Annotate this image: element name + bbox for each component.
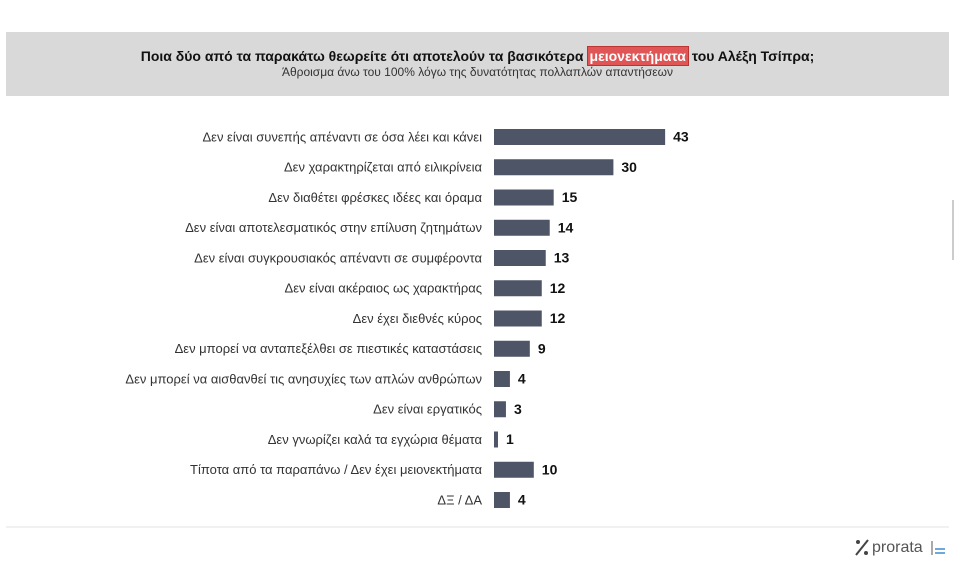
category-label: Δεν είναι συνεπής απέναντι σε όσα λέει κ…: [202, 129, 482, 144]
logo-icon: [855, 539, 869, 556]
value-label: 10: [542, 461, 558, 477]
logo-text: prorata: [872, 539, 923, 556]
bar: [494, 219, 550, 236]
value-label: 43: [673, 129, 689, 145]
value-label: 15: [562, 189, 578, 205]
logo: prorata: [855, 539, 945, 556]
bar: [494, 159, 614, 176]
value-label: 9: [538, 340, 546, 356]
value-label: 13: [554, 250, 570, 266]
bar: [494, 280, 542, 297]
category-label: Τίποτα από τα παραπάνω / Δεν έχει μειονε…: [190, 462, 482, 477]
title-part: του Αλέξη Τσίπρα;: [691, 48, 815, 64]
category-label: Δεν γνωρίζει καλά τα εγχώρια θέματα: [268, 432, 483, 447]
category-label: ΔΞ / ΔΑ: [437, 492, 482, 507]
value-label: 3: [514, 401, 522, 417]
bar: [494, 129, 666, 145]
bar: [494, 310, 542, 327]
category-label: Δεν χαρακτηρίζεται από ειλικρίνεια: [284, 160, 482, 175]
category-label: Δεν είναι ακέραιος ως χαρακτήρας: [285, 281, 482, 296]
value-label: 4: [518, 371, 526, 387]
title-part: Ποια δύο από τα παρακάτω θεωρείτε ότι απ…: [140, 48, 584, 64]
value-label: 30: [621, 159, 637, 175]
bar: [494, 250, 546, 266]
category-label: Δεν διαθέτει φρέσκες ιδέες και όραμα: [268, 190, 482, 205]
value-label: 12: [550, 280, 566, 296]
logo-icon: [856, 540, 860, 544]
bar: [494, 340, 530, 357]
bar: [494, 401, 506, 418]
title-highlight: μειονεκτήματα: [586, 46, 689, 66]
value-label: 12: [550, 310, 566, 326]
category-label: Δεν είναι συγκρουσιακός απέναντι σε συμφ…: [194, 250, 482, 265]
bar: [494, 371, 510, 387]
value-label: 4: [518, 492, 526, 508]
chart-subtitle: Άθροισμα άνω του 100% λόγω της δυνατότητ…: [281, 65, 674, 79]
logo-icon: [864, 551, 868, 555]
category-label: Δεν μπορεί να ανταπεξέλθει σε πιεστικές …: [175, 341, 482, 356]
bar: [494, 492, 510, 508]
header: Ποια δύο από τα παρακάτω θεωρείτε ότι απ…: [6, 32, 949, 96]
category-label: Δεν μπορεί να αισθανθεί τις ανησυχίες τω…: [125, 371, 482, 386]
value-label: 14: [558, 219, 574, 235]
chart-title: Ποια δύο από τα παρακάτω θεωρείτε ότι απ…: [6, 46, 949, 66]
bar: [494, 189, 554, 206]
bar: [494, 461, 534, 478]
category-label: Δεν έχει διεθνές κύρος: [353, 311, 482, 326]
category-label: Δεν είναι αποτελεσματικός στην επίλυση ζ…: [185, 220, 482, 235]
bar: [494, 431, 498, 448]
value-label: 1: [506, 431, 514, 447]
category-label: Δεν είναι εργατικός: [373, 402, 482, 417]
